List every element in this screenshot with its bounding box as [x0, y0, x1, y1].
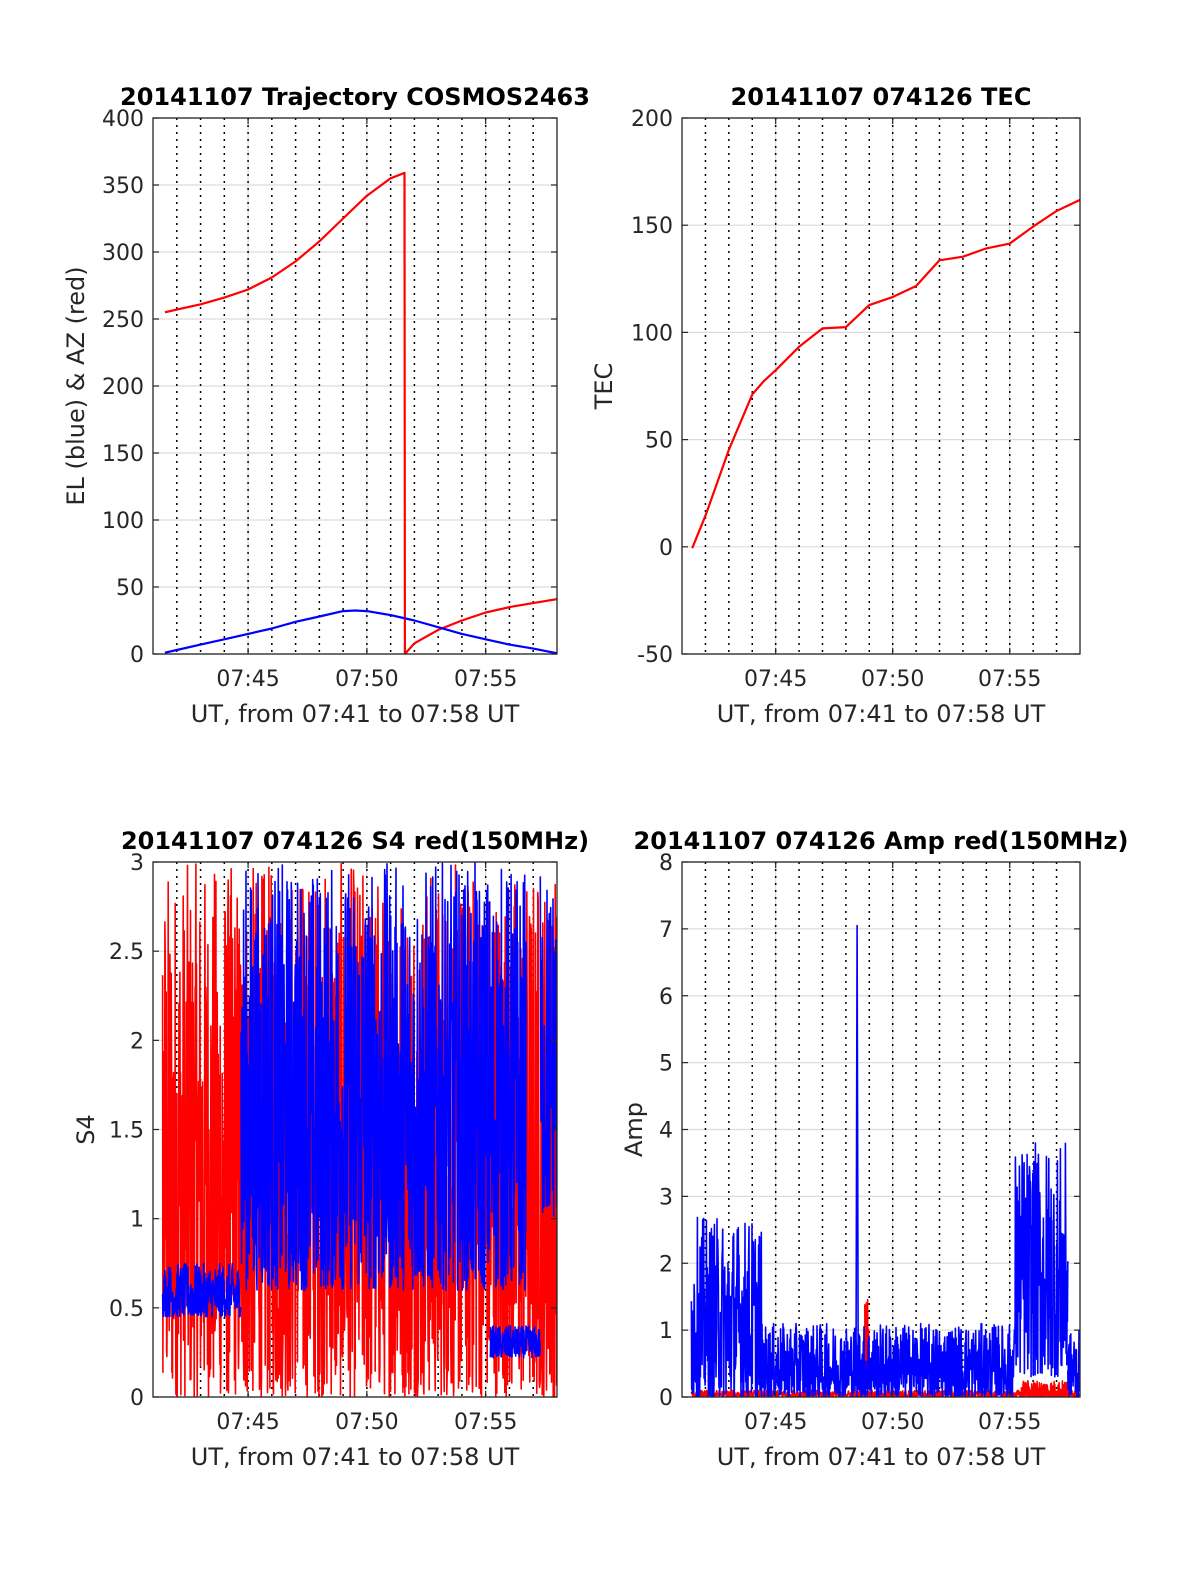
y-tick-label: 200: [102, 375, 144, 400]
series-line-1: [691, 198, 1080, 549]
y-tick-label: 150: [631, 214, 673, 239]
x-tick-label: 07:55: [454, 667, 517, 692]
chart-title: 20141107 Trajectory COSMOS2463: [120, 83, 590, 111]
y-tick-label: 0.5: [109, 1297, 144, 1322]
x-axis-label: UT, from 07:41 to 07:58 UT: [717, 700, 1046, 728]
chart-panel-4: 0 1 2 3 4 5 6 7 8 07:45 07:50 07:55 20141107 074126 …: [620, 827, 1128, 1471]
plot-frame: [681, 117, 1081, 655]
y-axis-label: Amp: [620, 1102, 648, 1157]
y-tick-label: 100: [102, 509, 144, 534]
x-axis-label: UT, from 07:41 to 07:58 UT: [717, 1443, 1046, 1471]
y-tick-label: 6: [659, 985, 673, 1010]
series-line-2: [161, 862, 557, 1359]
plot-area: [161, 862, 557, 1397]
chart-title: 20141107 074126 TEC: [731, 83, 1032, 111]
y-tick-label: 8: [659, 851, 673, 876]
y-tick-label: 2: [130, 1029, 144, 1054]
y-tick-label: 100: [631, 321, 673, 346]
x-axis-label: UT, from 07:41 to 07:58 UT: [191, 700, 520, 728]
x-tick-label: 07:55: [454, 1410, 517, 1435]
y-tick-label: 1: [659, 1319, 673, 1344]
x-axis-label: UT, from 07:41 to 07:58 UT: [191, 1443, 520, 1471]
x-tick-label: 07:50: [335, 1410, 398, 1435]
x-tick-label: 07:55: [978, 667, 1041, 692]
y-tick-label: 1: [130, 1208, 144, 1233]
y-tick-label: 50: [116, 576, 144, 601]
series-line-2: [164, 609, 557, 654]
y-tick-label: -50: [637, 643, 673, 668]
y-tick-label: 400: [102, 107, 144, 132]
y-tick-label: 0: [130, 643, 144, 668]
y-tick-label: 4: [659, 1119, 673, 1144]
x-tick-label: 07:55: [978, 1410, 1041, 1435]
x-tick-label: 07:45: [216, 667, 279, 692]
y-tick-label: 5: [659, 1052, 673, 1077]
y-tick-label: 150: [102, 442, 144, 467]
y-tick-label: 7: [659, 918, 673, 943]
y-axis-label: S4: [72, 1114, 100, 1145]
plot-area: [690, 924, 1080, 1397]
y-axis-label: EL (blue) & AZ (red): [62, 266, 90, 505]
x-tick-label: 07:50: [861, 667, 924, 692]
chart-title: 20141107 074126 Amp red(150MHz): [634, 827, 1129, 855]
y-tick-label: 2.5: [109, 940, 144, 965]
y-tick-label: 3: [130, 851, 144, 876]
series-line-2: [690, 924, 1080, 1397]
y-tick-label: 0: [659, 536, 673, 561]
y-tick-label: 3: [659, 1185, 673, 1210]
y-tick-label: 300: [102, 241, 144, 266]
chart-panel-3: 0 0.5 1 1.5 2 2.5 3 07:45 07:50 07:55 20141107 074…: [72, 827, 589, 1471]
y-axis-label: TEC: [590, 363, 618, 411]
x-tick-label: 07:45: [744, 1410, 807, 1435]
x-tick-label: 07:50: [335, 667, 398, 692]
y-tick-label: 200: [631, 107, 673, 132]
y-tick-label: 50: [645, 429, 673, 454]
y-tick-label: 0: [130, 1386, 144, 1411]
y-tick-label: 1.5: [109, 1119, 144, 1144]
chart-title: 20141107 074126 S4 red(150MHz): [121, 827, 589, 855]
plot-area: [164, 171, 557, 654]
y-tick-label: 350: [102, 174, 144, 199]
y-tick-label: 250: [102, 308, 144, 333]
chart-panel-2: -50 0 50 100 150 200 07:45 07:50 07:55 20141107 0…: [590, 83, 1081, 728]
x-tick-label: 07:50: [861, 1410, 924, 1435]
series-line-1: [164, 171, 557, 654]
x-tick-label: 07:45: [744, 667, 807, 692]
y-tick-label: 0: [659, 1386, 673, 1411]
y-tick-label: 2: [659, 1252, 673, 1277]
plot-area: [691, 198, 1080, 549]
x-tick-label: 07:45: [216, 1410, 279, 1435]
chart-panel-1: 0 50 100 150 200 250 300 350 400 07:45 07:50 07:55 2…: [62, 83, 590, 728]
